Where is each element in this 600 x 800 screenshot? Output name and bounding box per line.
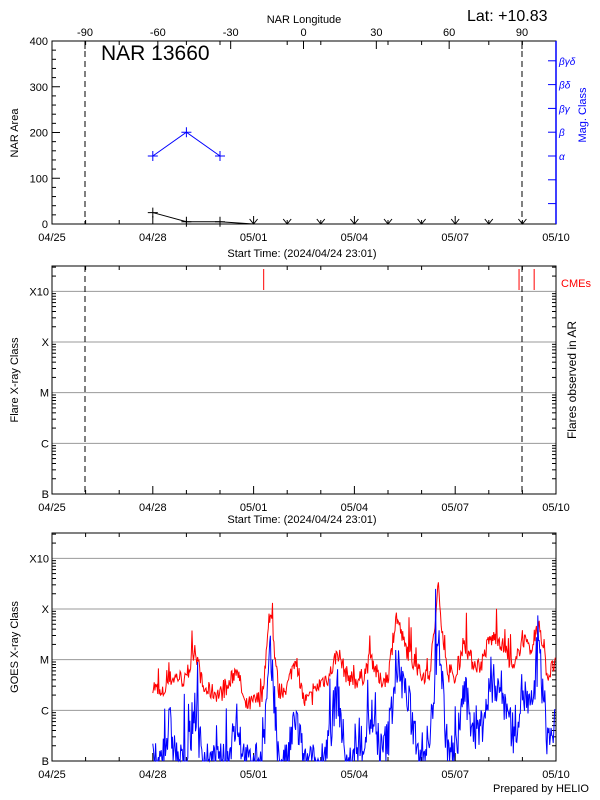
panel1-x-tick-label: 05/04	[341, 232, 369, 244]
panel1-mag-tick-label: β	[558, 128, 565, 139]
panel1-y-tick-label: 100	[30, 173, 48, 185]
panel1-y-tick-label: 0	[42, 219, 48, 231]
panel1-x-tick-label: 05/10	[542, 232, 570, 244]
area-series-line	[152, 212, 523, 225]
panel1-top-tick-label: 30	[370, 27, 382, 39]
area-point-marker	[181, 216, 192, 227]
panel1-y-tick-label: 200	[30, 128, 48, 140]
panel2-frame	[51, 265, 557, 495]
panel2-x-tick-label: 04/25	[38, 502, 66, 514]
panel1-y-tick-label: 300	[30, 82, 48, 94]
area-zero-marker	[484, 218, 494, 225]
area-zero-marker	[350, 218, 359, 225]
panel1-ylabel: NAR Area	[9, 108, 21, 158]
panel1-top-tick-label: 90	[516, 27, 528, 39]
panel1-mag-tick-label: βγδ	[558, 57, 576, 68]
panel2-x-tick-label: 05/04	[341, 502, 369, 514]
panel2-x-tick-label: 04/28	[139, 502, 167, 514]
area-point-marker	[215, 216, 225, 227]
panel2-y-tick-label: B	[42, 489, 49, 501]
area-zero-marker	[417, 218, 426, 225]
panel3-frame	[51, 532, 557, 762]
panel1-x-tick-label: 05/01	[240, 232, 268, 244]
panel3-x-tick-label: 05/04	[341, 769, 369, 781]
panel1-mag-tick-label: βδ	[558, 81, 571, 92]
panel1-top-tick-label: 0	[300, 27, 306, 39]
panel3-x-tick-label: 04/28	[139, 769, 167, 781]
panel1-xlabel: Start Time: (2024/04/24 23:01)	[227, 248, 376, 260]
credit-label: Prepared by HELIO	[493, 783, 589, 795]
panel1-x-tick-label: 05/07	[441, 232, 469, 244]
panel3-y-tick-label: M	[40, 655, 49, 667]
area-zero-marker	[282, 218, 292, 225]
panel3-y-tick-label: X	[42, 604, 50, 616]
panel3-x-tick-label: 05/07	[441, 769, 469, 781]
panel1-title: NAR 13660	[101, 42, 210, 65]
panel3-y-tick-label: X10	[29, 553, 49, 565]
panel2-y-tick-label: X10	[29, 286, 49, 298]
area-zero-marker	[249, 218, 258, 225]
cme-label: CMEs	[561, 278, 591, 290]
panel1-mag-tick-label: βγ	[558, 104, 571, 115]
panel1-top-tick-label: 60	[443, 27, 455, 39]
mag-class-point-marker	[147, 151, 158, 161]
panel2-x-tick-label: 05/01	[240, 502, 268, 514]
panel2-y-tick-label: C	[41, 438, 49, 450]
panel1-x-tick-label: 04/28	[139, 232, 167, 244]
panel2-xlabel: Start Time: (2024/04/24 23:01)	[227, 514, 376, 526]
panel2-x-tick-label: 05/10	[542, 502, 570, 514]
panel1-frame	[51, 40, 557, 225]
panel3-y-tick-label: C	[41, 705, 49, 717]
panel1-top-tick-label: -30	[223, 27, 239, 39]
panel2-y-tick-label: X	[42, 337, 50, 349]
panel1-y-tick-label: 400	[30, 36, 48, 48]
panel1-y2label: Mag. Class	[577, 87, 589, 143]
area-zero-marker	[518, 218, 527, 225]
panel1-top-tick-label: -90	[77, 27, 93, 39]
mag-class-point-marker	[215, 151, 225, 161]
panel2-y-tick-label: M	[40, 388, 49, 400]
panel3-ylabel: GOES X-ray Class	[9, 601, 21, 693]
area-zero-marker	[450, 218, 460, 225]
panel1-x-tick-label: 04/25	[38, 232, 66, 244]
latitude-label: Lat: +10.83	[467, 8, 548, 25]
panel1-mag-tick-label: α	[559, 152, 565, 163]
area-zero-marker	[316, 218, 326, 225]
goes-long-channel-line	[152, 582, 556, 710]
panel1-top-tick-label: -60	[150, 27, 166, 39]
panel2-x-tick-label: 05/07	[441, 502, 469, 514]
panel2-ylabel: Flare X-ray Class	[9, 337, 21, 422]
panel3-y-tick-label: B	[42, 756, 49, 768]
panel1-top-axis-label: NAR Longitude	[267, 14, 342, 26]
mag-class-point-marker	[181, 127, 192, 138]
panel2-y2label: Flares observed in AR	[565, 321, 579, 439]
panel3-x-tick-label: 04/25	[38, 769, 66, 781]
panel3-x-tick-label: 05/01	[240, 769, 268, 781]
area-zero-marker	[383, 218, 393, 225]
goes-short-channel-line	[152, 588, 556, 763]
area-point-marker	[147, 207, 158, 218]
panel3-x-tick-label: 05/10	[542, 769, 570, 781]
